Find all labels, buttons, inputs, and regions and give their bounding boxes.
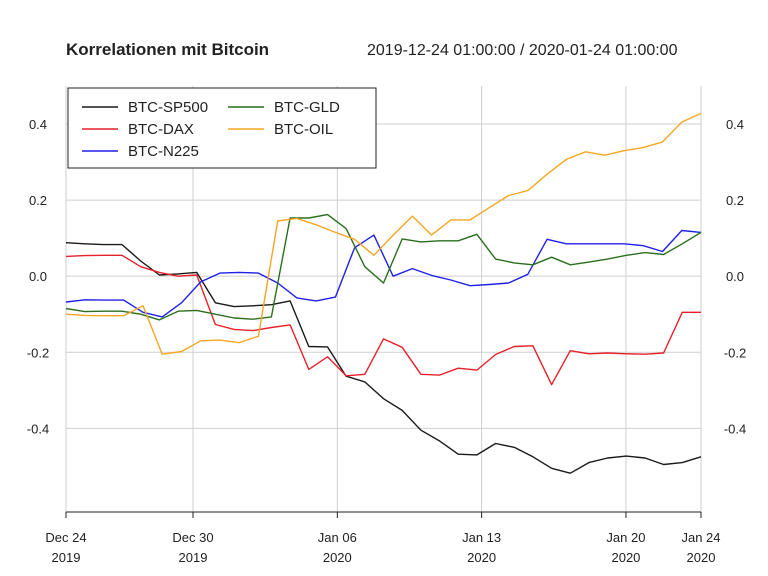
legend-label-btc-dax: BTC-DAX (128, 121, 194, 138)
legend-label-btc-n225: BTC-N225 (128, 143, 199, 160)
x-tick-label: Dec 24 (45, 530, 86, 545)
y-tick-label-right: -0.4 (724, 421, 746, 436)
series-line-btc-sp500 (65, 242, 702, 474)
x-tick-label: Jan 13 (462, 530, 501, 545)
chart-title: Korrelationen mit Bitcoin (66, 40, 270, 59)
series-line-btc-dax (65, 254, 701, 386)
y-tick-label-right: 0.2 (726, 193, 744, 208)
y-tick-label-left: -0.2 (27, 345, 49, 360)
series-line-btc-gld (65, 213, 702, 321)
legend-label-btc-gld: BTC-GLD (274, 99, 340, 116)
x-tick-year-label: 2020 (687, 550, 716, 565)
y-tick-label-right: 0.4 (726, 117, 744, 132)
y-tick-label-left: 0.0 (29, 269, 47, 284)
x-tick-year-label: 2019 (52, 550, 81, 565)
x-tick-label: Jan 06 (318, 530, 357, 545)
x-tick-label: Jan 24 (681, 530, 720, 545)
y-tick-label-left: 0.2 (29, 193, 47, 208)
x-tick-year-label: 2020 (323, 550, 352, 565)
y-tick-label-right: -0.2 (724, 345, 746, 360)
y-tick-label-right: 0.0 (726, 269, 744, 284)
y-tick-label-left: 0.4 (29, 117, 47, 132)
x-tick-label: Dec 30 (172, 530, 213, 545)
series-line-btc-oil (65, 112, 702, 355)
date-range-label: 2019-12-24 01:00:00 / 2020-01-24 01:00:0… (367, 42, 678, 59)
x-tick-year-label: 2019 (179, 550, 208, 565)
series-line-btc-n225 (65, 229, 702, 318)
y-tick-label-left: -0.4 (27, 421, 49, 436)
legend-box (67, 87, 377, 169)
x-tick-label: Jan 20 (606, 530, 645, 545)
x-tick-year-label: 2020 (611, 550, 640, 565)
x-tick-year-label: 2020 (467, 550, 496, 565)
legend-label-btc-sp500: BTC-SP500 (128, 99, 208, 116)
legend-label-btc-oil: BTC-OIL (274, 121, 333, 138)
